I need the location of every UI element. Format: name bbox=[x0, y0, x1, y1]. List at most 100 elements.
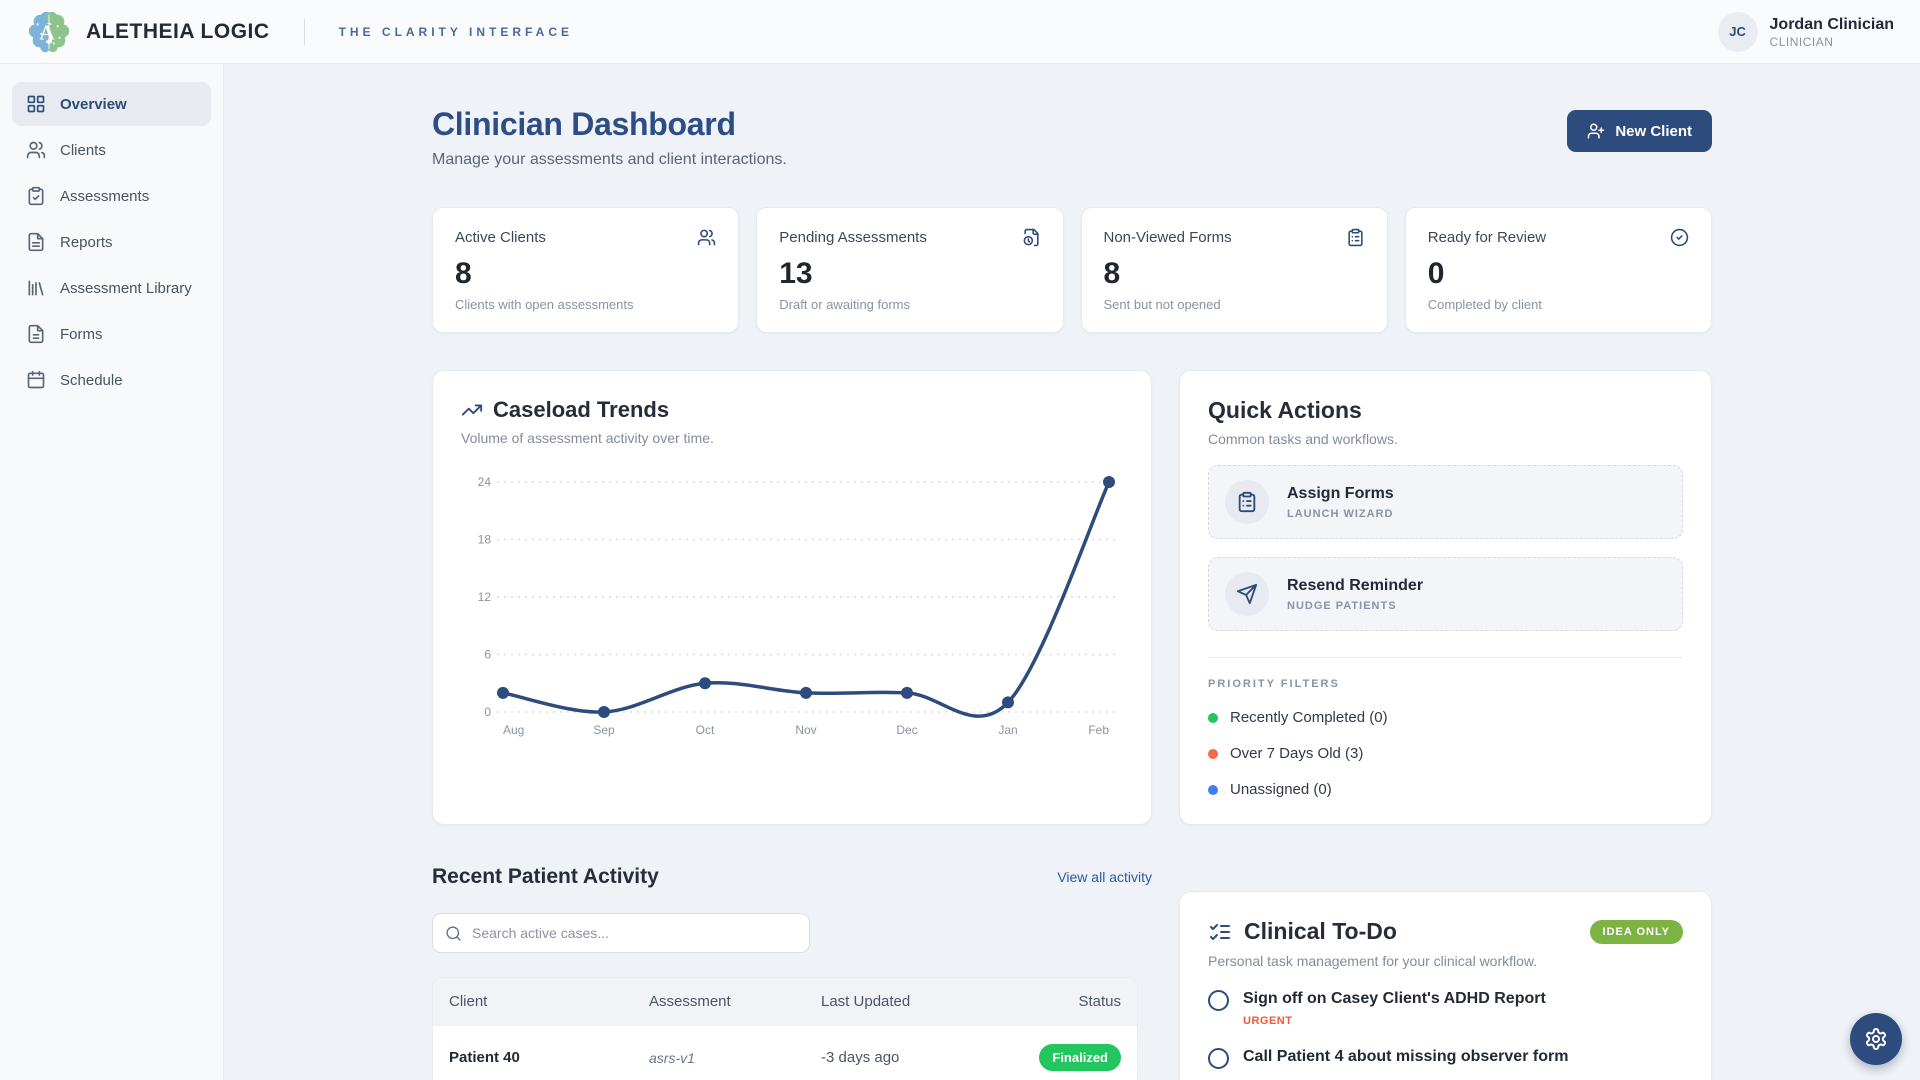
svg-text:Dec: Dec bbox=[896, 723, 917, 737]
sidebar-item-label: Clients bbox=[60, 141, 106, 159]
sidebar-item-assessment-library[interactable]: Assessment Library bbox=[12, 266, 211, 310]
sidebar-item-forms[interactable]: Forms bbox=[12, 312, 211, 356]
caseload-line-chart: 0 6 12 18 24 Aug Sep Oct Nov Dec Jan Feb bbox=[478, 475, 1119, 737]
todo-subtitle: Personal task management for your clinic… bbox=[1208, 953, 1538, 969]
brand: A ALETHEIA LOGIC bbox=[26, 9, 270, 55]
table-header: Client Assessment Last Updated Status bbox=[433, 978, 1137, 1025]
app-header: A ALETHEIA LOGIC THE CLARITY INTERFACE J… bbox=[0, 0, 1920, 64]
sidebar-item-label: Reports bbox=[60, 233, 113, 251]
search-active-cases[interactable] bbox=[432, 913, 810, 953]
chart-subtitle: Volume of assessment activity over time. bbox=[461, 430, 714, 446]
new-client-button[interactable]: New Client bbox=[1567, 110, 1712, 152]
svg-text:18: 18 bbox=[478, 533, 492, 547]
resend-reminder-action[interactable]: Resend Reminder NUDGE PATIENTS bbox=[1208, 557, 1683, 631]
settings-fab-button[interactable] bbox=[1850, 1013, 1902, 1065]
clipboard-list-icon bbox=[1348, 228, 1363, 247]
stat-subtext: Draft or awaiting forms bbox=[779, 297, 911, 312]
stat-label: Pending Assessments bbox=[779, 229, 927, 246]
svg-text:A: A bbox=[39, 20, 55, 44]
priority-filters-label: PRIORITY FILTERS bbox=[1208, 678, 1340, 690]
quick-actions-card: Quick Actions Common tasks and workflows… bbox=[1179, 370, 1712, 825]
task-text: Call Patient 4 about missing observer fo… bbox=[1243, 1047, 1569, 1065]
check-circle-icon bbox=[1670, 228, 1689, 247]
calendar-icon bbox=[27, 370, 45, 389]
clipboard-check-icon bbox=[28, 186, 44, 206]
users-icon bbox=[698, 229, 716, 246]
svg-text:0: 0 bbox=[484, 705, 491, 719]
sidebar-item-clients[interactable]: Clients bbox=[12, 128, 211, 172]
sidebar-item-overview[interactable]: Overview bbox=[12, 82, 211, 126]
file-text-icon bbox=[28, 232, 44, 252]
file-clock-icon bbox=[1023, 228, 1039, 247]
brain-logo-icon: A bbox=[28, 11, 70, 52]
assessment-cell: asrs-v1 bbox=[649, 1049, 695, 1066]
orange-dot-icon bbox=[1208, 748, 1218, 759]
svg-text:Sep: Sep bbox=[593, 723, 615, 737]
gear-icon bbox=[1866, 1028, 1886, 1050]
idea-only-badge: IDEA ONLY bbox=[1589, 919, 1683, 944]
sidebar: Overview Clients Assessments Reports Ass… bbox=[0, 64, 224, 1080]
user-menu[interactable]: JC Jordan Clinician CLINICIAN bbox=[1717, 11, 1894, 52]
sidebar-item-label: Assessment Library bbox=[60, 279, 192, 297]
todo-title: Clinical To-Do bbox=[1244, 918, 1397, 944]
sidebar-item-assessments[interactable]: Assessments bbox=[12, 174, 211, 218]
sidebar-item-schedule[interactable]: Schedule bbox=[12, 358, 211, 402]
sidebar-item-label: Schedule bbox=[60, 371, 123, 389]
view-all-activity-link[interactable]: View all activity bbox=[1057, 869, 1152, 885]
file-icon bbox=[28, 324, 44, 344]
activity-table: Client Assessment Last Updated Status Pa… bbox=[432, 977, 1138, 1080]
action-subtitle: LAUNCH WIZARD bbox=[1287, 507, 1394, 520]
avatar[interactable]: JC bbox=[1717, 11, 1758, 52]
sidebar-item-label: Forms bbox=[60, 325, 103, 343]
todo-task[interactable]: Sign off on Casey Client's ADHD Report U… bbox=[1208, 989, 1683, 1027]
stat-label: Non-Viewed Forms bbox=[1103, 229, 1232, 246]
green-dot-icon bbox=[1208, 712, 1218, 723]
filter-unassigned[interactable]: Unassigned (0) bbox=[1208, 781, 1683, 798]
assign-forms-action[interactable]: Assign Forms LAUNCH WIZARD bbox=[1208, 465, 1683, 539]
svg-text:Jan: Jan bbox=[998, 723, 1017, 737]
sidebar-item-label: Assessments bbox=[60, 187, 150, 205]
stat-subtext: Completed by client bbox=[1427, 297, 1542, 312]
stat-value: 8 bbox=[455, 257, 472, 290]
task-text: Sign off on Casey Client's ADHD Report bbox=[1243, 990, 1546, 1007]
main-content: Clinician Dashboard Manage your assessme… bbox=[224, 64, 1920, 1080]
brand-name: ALETHEIA LOGIC bbox=[86, 19, 270, 43]
task-checkbox-icon[interactable] bbox=[1208, 1047, 1229, 1069]
page-title: Clinician Dashboard bbox=[432, 106, 736, 142]
clipboard-list-icon bbox=[1238, 491, 1256, 513]
stat-value: 13 bbox=[779, 257, 813, 290]
urgent-tag: URGENT bbox=[1243, 1014, 1293, 1027]
client-cell: Patient 40 bbox=[449, 1049, 520, 1066]
table-row[interactable]: Patient 40 asrs-v1 -3 days ago Finalized bbox=[433, 1025, 1137, 1080]
sidebar-item-reports[interactable]: Reports bbox=[12, 220, 211, 264]
svg-text:Feb: Feb bbox=[1088, 723, 1109, 737]
action-title: Resend Reminder bbox=[1287, 576, 1424, 594]
list-checks-icon bbox=[1210, 923, 1230, 940]
blue-dot-icon bbox=[1208, 784, 1218, 795]
filter-over-7-days-old[interactable]: Over 7 Days Old (3) bbox=[1208, 745, 1683, 762]
quick-actions-title: Quick Actions bbox=[1208, 397, 1362, 423]
users-icon bbox=[26, 141, 46, 159]
stat-subtext: Clients with open assessments bbox=[455, 297, 634, 312]
stat-card-active-clients: Active Clients 8 Clients with open asses… bbox=[432, 207, 740, 333]
divider bbox=[1208, 657, 1683, 658]
filter-recently-completed[interactable]: Recently Completed (0) bbox=[1208, 709, 1683, 726]
search-input[interactable] bbox=[472, 925, 797, 941]
brand-tagline: THE CLARITY INTERFACE bbox=[338, 24, 574, 39]
send-icon bbox=[1236, 583, 1258, 605]
svg-text:Aug: Aug bbox=[503, 723, 524, 737]
page-subtitle: Manage your assessments and client inter… bbox=[432, 151, 787, 168]
clinical-todo-card: Clinical To-Do IDEA ONLY Personal task m… bbox=[1179, 891, 1712, 1080]
svg-text:24: 24 bbox=[478, 475, 492, 489]
svg-text:Nov: Nov bbox=[795, 723, 816, 737]
caseload-trends-card: Caseload Trends Volume of assessment act… bbox=[432, 370, 1152, 825]
status-badge: Finalized bbox=[1039, 1044, 1121, 1071]
svg-text:6: 6 bbox=[484, 648, 491, 662]
todo-task[interactable]: Call Patient 4 about missing observer fo… bbox=[1208, 1047, 1683, 1069]
user-plus-icon bbox=[1588, 123, 1605, 139]
stat-label: Active Clients bbox=[455, 229, 546, 246]
task-checkbox-icon[interactable] bbox=[1208, 990, 1229, 1011]
trending-up-icon bbox=[461, 404, 483, 416]
stat-card-pending-assessments: Pending Assessments 13 Draft or awaiting… bbox=[756, 207, 1064, 333]
stat-card-ready-for-review: Ready for Review 0 Completed by client bbox=[1404, 207, 1712, 333]
